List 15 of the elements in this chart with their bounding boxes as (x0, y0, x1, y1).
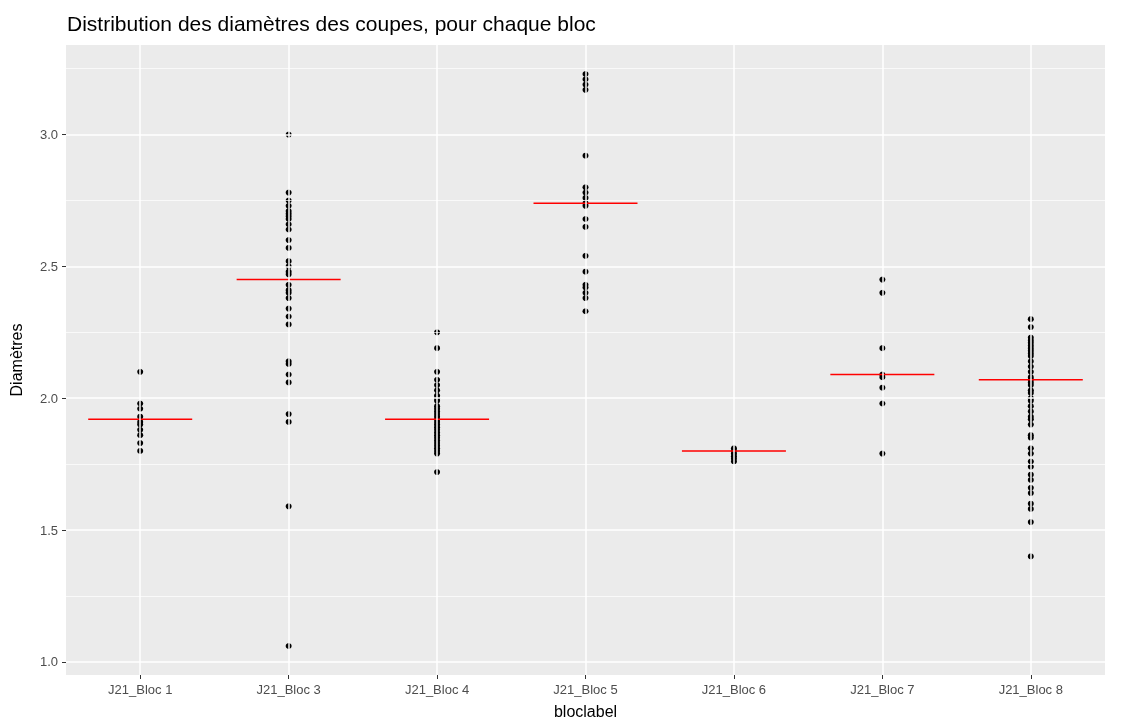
y-tick-label: 1.5 (39, 522, 58, 538)
x-tick-label: J21_Bloc 1 (108, 682, 173, 697)
y-tick-label: 2.5 (39, 258, 58, 274)
x-tick-label: J21_Bloc 8 (998, 682, 1063, 697)
chart-title: Distribution des diamètres des coupes, pour chaque bloc (67, 12, 596, 35)
x-tick-label: J21_Bloc 4 (404, 682, 470, 697)
y-axis-title: Diamètres (7, 323, 25, 397)
y-tick-label: 1.0 (39, 654, 58, 670)
x-tick-label: J21_Bloc 7 (850, 682, 915, 697)
x-tick-label: J21_Bloc 3 (256, 682, 321, 697)
x-tick-label: J21_Bloc 5 (553, 682, 618, 697)
y-tick-label: 3.0 (39, 127, 58, 143)
x-axis-title: bloclabel (553, 702, 618, 720)
x-tick-label: J21_Bloc 6 (701, 682, 767, 697)
y-tick-label: 2.0 (39, 390, 58, 406)
